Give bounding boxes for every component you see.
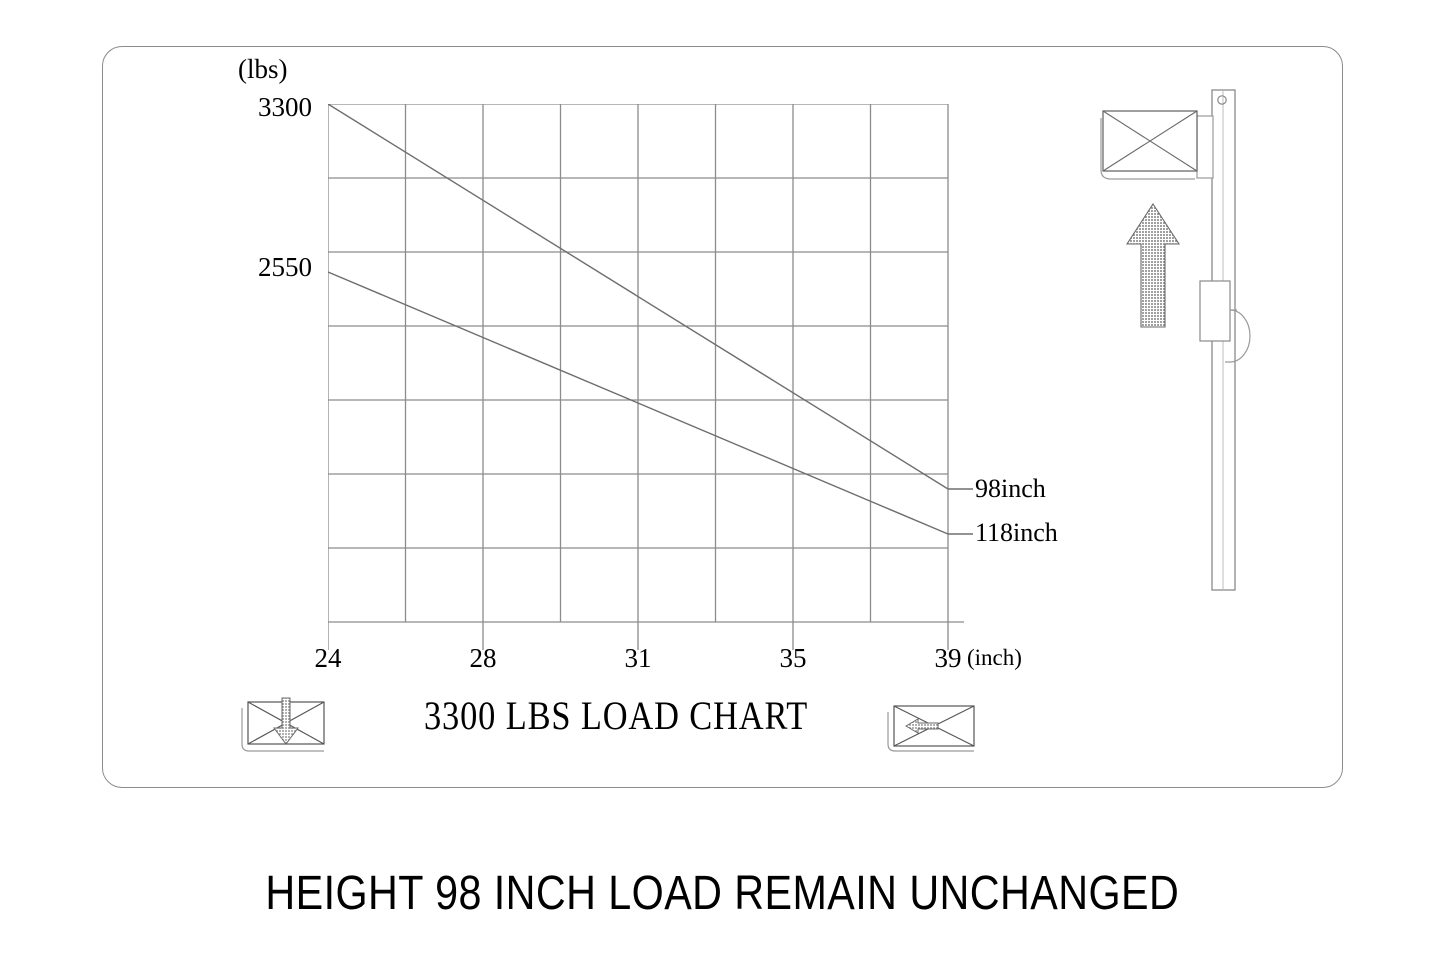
curve-label-98-inch: 98inch	[975, 474, 1046, 503]
curve-label-118-inch: 118inch	[975, 518, 1058, 547]
x-axis-unit-label: (inch)	[967, 645, 1022, 670]
load-lower-arrow-icon	[241, 697, 325, 752]
x-tick-28: 28	[469, 643, 497, 673]
load-tilt-arrow-icon	[887, 705, 975, 752]
y-tick-2550: 2550	[258, 252, 312, 282]
x-tick-31: 31	[624, 643, 652, 673]
forklift-mast-icon	[1100, 89, 1251, 591]
curve-118-inch	[328, 271, 949, 535]
carriage-bracket	[1196, 115, 1214, 179]
x-tick-39: 39	[934, 643, 962, 673]
curve-98-inch	[328, 104, 949, 490]
y-axis-unit-label: (lbs)	[238, 54, 288, 84]
x-axis-tick-stubs	[328, 622, 949, 650]
chart-plot	[328, 104, 973, 650]
mast-lower-bracket	[1199, 280, 1251, 363]
lift-up-arrow-icon	[1125, 202, 1181, 328]
x-tick-24: 24	[314, 643, 342, 673]
y-tick-3300: 3300	[258, 92, 312, 122]
x-tick-35: 35	[779, 643, 807, 673]
grid-vertical-lines	[328, 104, 949, 622]
chart-title: 3300 LBS LOAD CHART	[424, 693, 809, 738]
bottom-caption: HEIGHT 98 INCH LOAD REMAIN UNCHANGED	[0, 866, 1445, 921]
load-carriage-icon	[1100, 110, 1198, 180]
bottom-caption-text: HEIGHT 98 INCH LOAD REMAIN UNCHANGED	[265, 867, 1180, 920]
